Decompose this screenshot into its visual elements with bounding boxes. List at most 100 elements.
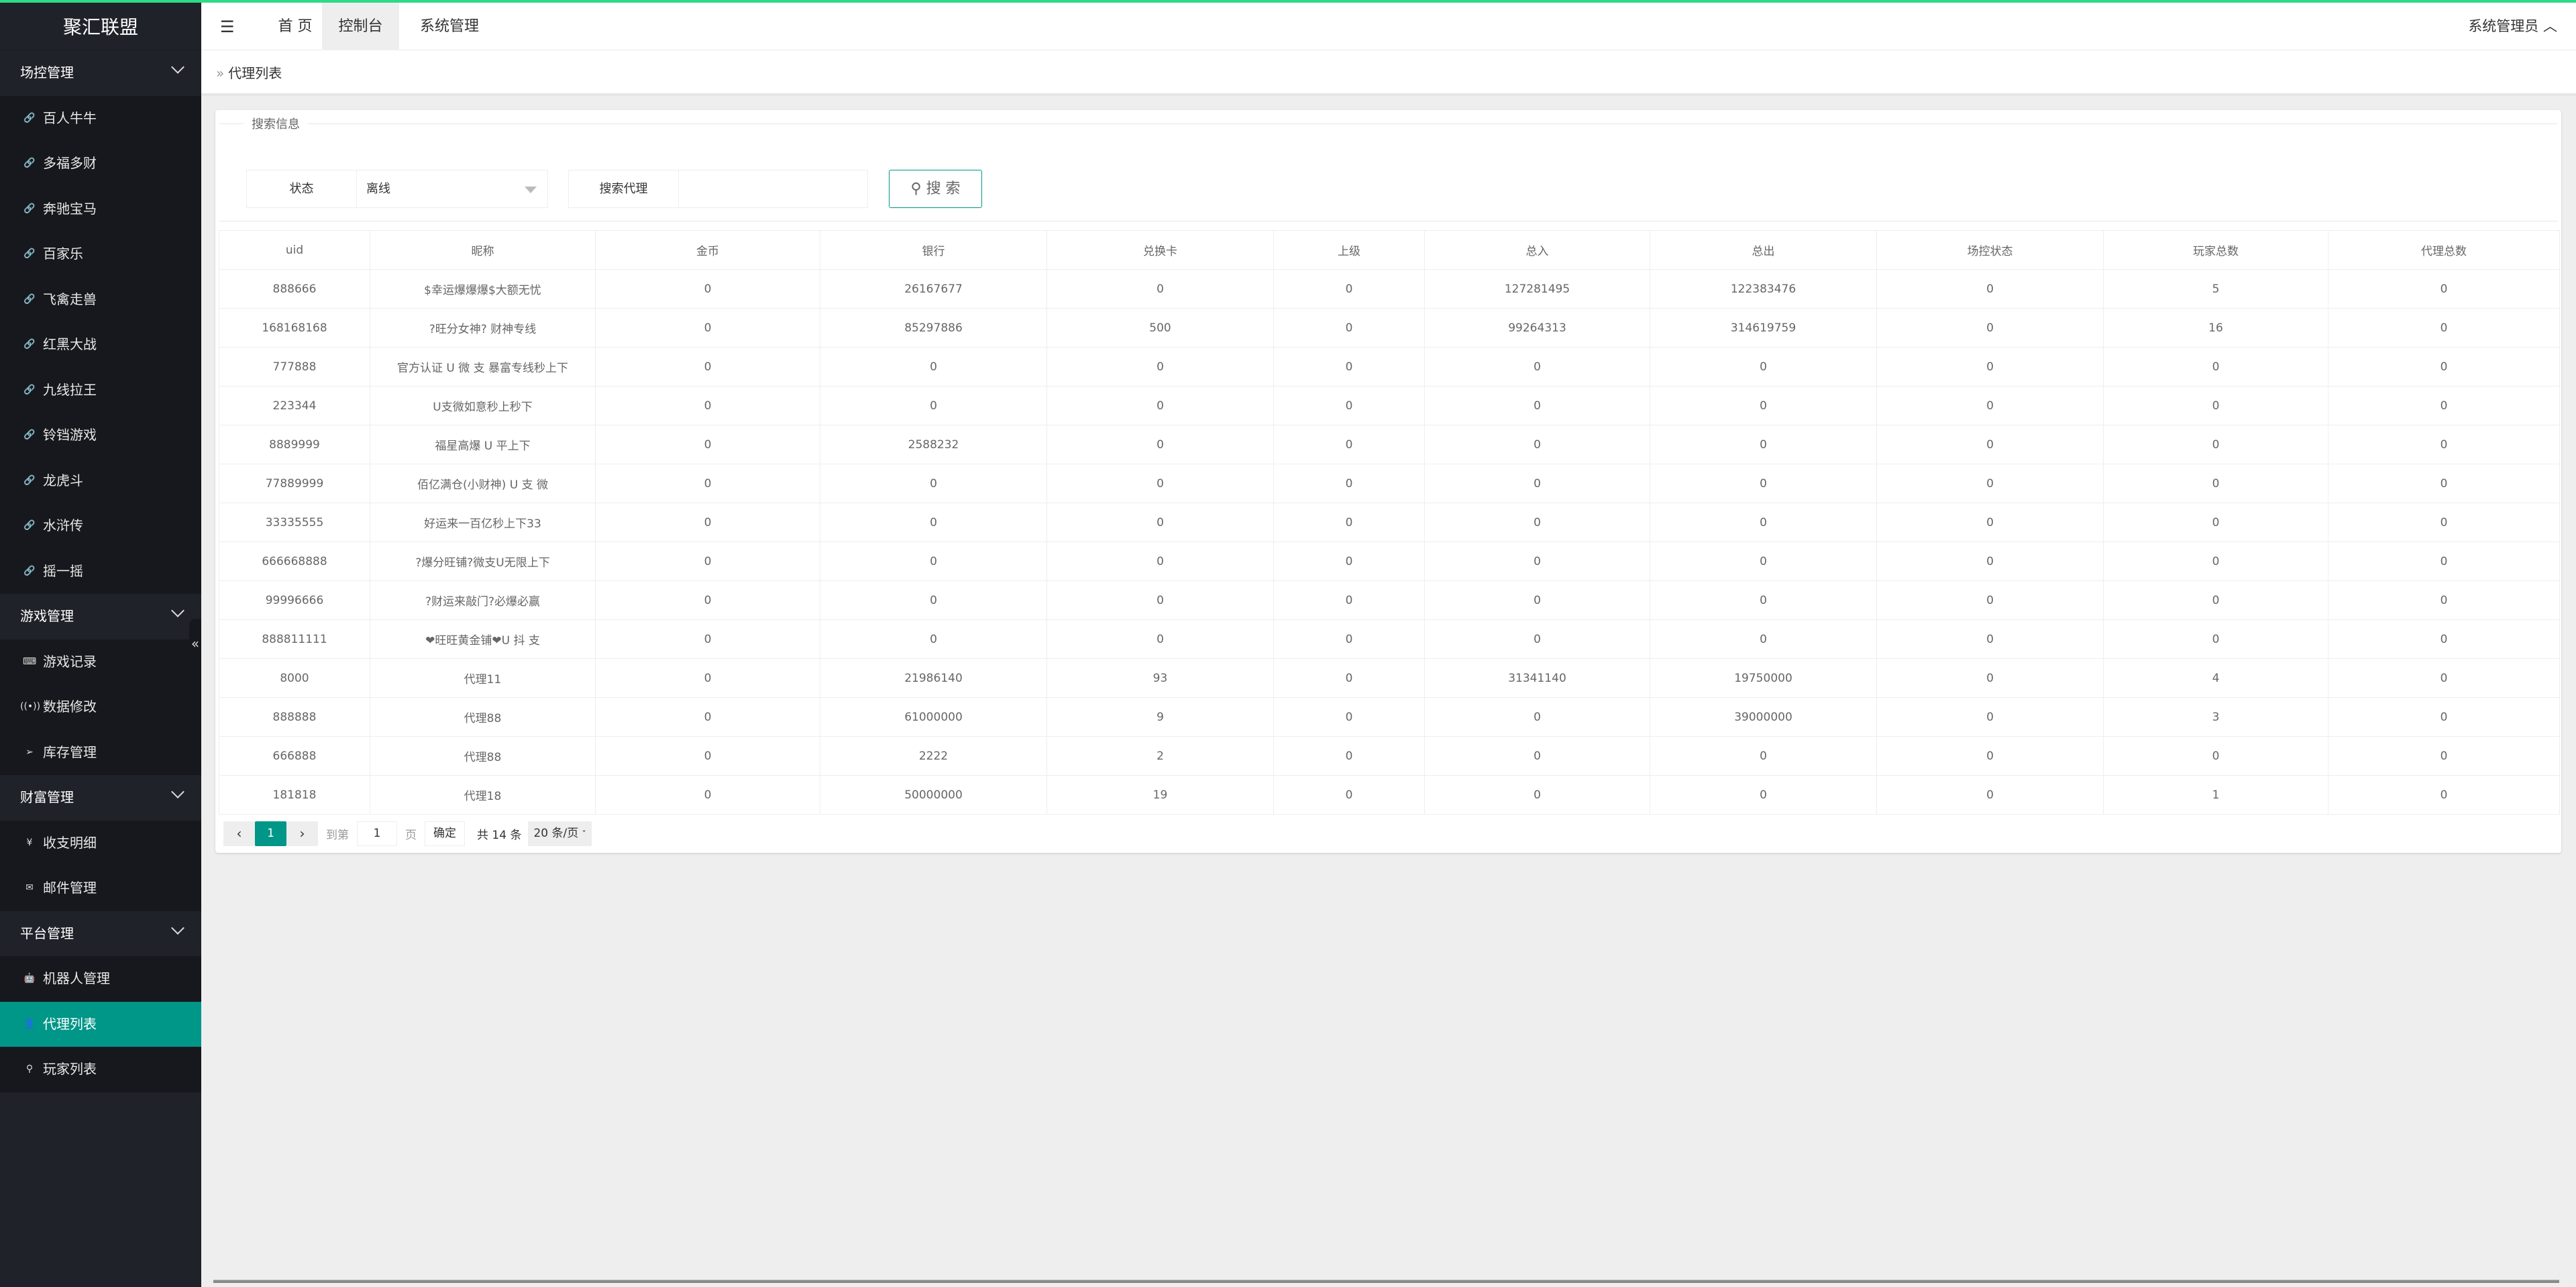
table-cell: 0 — [1876, 775, 2104, 815]
table-cell: 0 — [1650, 503, 1877, 542]
sidebar-item[interactable]: ⚲ 玩家列表 — [0, 1047, 201, 1092]
table-cell: 0 — [1046, 580, 1274, 620]
table-body: 888666 $幸运爆爆爆$大额无忧 0 26167677 0 0 127281495 122… — [219, 269, 2560, 815]
column-header: 总出 — [1650, 230, 1877, 270]
table-cell: 0 — [595, 269, 820, 309]
table-cell: 777888 — [219, 347, 370, 387]
table-cell: 33335555 — [219, 503, 370, 542]
sidebar-item[interactable]: ⌨ 游戏记录 — [0, 639, 201, 685]
table-cell: 8889999 — [219, 425, 370, 464]
search-icon: ⚲ — [910, 181, 922, 197]
sidebar-item[interactable]: ((•)) 数据修改 — [0, 684, 201, 730]
table-cell: 0 — [820, 542, 1047, 581]
search-button[interactable]: ⚲ 搜 索 — [889, 170, 982, 208]
chevron-up-icon: ︿ — [2543, 18, 2557, 34]
sidebar-section-header[interactable]: 游戏管理 — [0, 594, 201, 639]
table-cell: 0 — [1273, 580, 1425, 620]
wallet-icon: ¥ — [26, 837, 33, 848]
prev-page-button[interactable]: ‹ — [223, 821, 255, 846]
page-1-button[interactable]: 1 — [255, 821, 286, 846]
sidebar-section-header[interactable]: 场控管理 — [0, 50, 201, 96]
table-cell: 代理18 — [370, 775, 596, 815]
sidebar-item[interactable]: 👤 代理列表 — [0, 1001, 201, 1047]
sidebar-item-label: 九线拉王 — [43, 381, 97, 398]
goto-page-input[interactable]: 1 — [357, 821, 397, 846]
sidebar-item[interactable]: ➢ 库存管理 — [0, 730, 201, 776]
link-icon: 🔗 — [23, 158, 36, 168]
table-cell: 0 — [1273, 736, 1425, 776]
table-cell: 0 — [2328, 775, 2560, 815]
table-cell: 0 — [1424, 503, 1650, 542]
sidebar-group: ¥ 收支明细 ✉ 邮件管理 — [0, 820, 201, 911]
menu-toggle-icon[interactable]: ☰ — [220, 17, 235, 36]
status-label: 状态 — [247, 170, 357, 207]
tab-console[interactable]: 控制台 — [322, 3, 399, 50]
user-icon: 👤 — [23, 1018, 36, 1029]
table-cell: 0 — [1876, 308, 2104, 348]
sidebar-section-header[interactable]: 财富管理 — [0, 775, 201, 821]
tab-system[interactable]: 系统管理 — [419, 18, 479, 35]
status-select[interactable]: 离线 — [357, 170, 547, 207]
user-menu[interactable]: 系统管理员 ︿ — [2468, 3, 2557, 50]
table-cell: 0 — [1424, 347, 1650, 387]
sidebar-item[interactable]: 🔗 百人牛牛 — [0, 96, 201, 142]
table-cell: 0 — [2328, 425, 2560, 464]
sidebar-item[interactable]: 🔗 龙虎斗 — [0, 458, 201, 504]
top-bar: ☰ 首 页 控制台 系统管理 系统管理员 ︿ — [201, 3, 2576, 50]
collapse-sidebar-icon[interactable]: « — [189, 619, 201, 668]
table-cell: 0 — [1876, 464, 2104, 503]
agent-table: uid 昵称 金币 银行 兑换卡 上级 总入 总出 场控状态 玩家总数 代理总数 888666 $幸运… — [219, 230, 2560, 815]
sidebar-item[interactable]: 🔗 飞禽走兽 — [0, 277, 201, 323]
sidebar-item[interactable]: 🔗 红黑大战 — [0, 322, 201, 368]
sidebar-item[interactable]: 🔗 奔驰宝马 — [0, 187, 201, 232]
table-cell: 0 — [1424, 580, 1650, 620]
sidebar-item[interactable]: 🔗 铃铛游戏 — [0, 413, 201, 458]
sidebar-item-label: 机器人管理 — [43, 970, 110, 986]
agent-search-input[interactable] — [679, 170, 867, 207]
table-row: 666668888 ?爆分旺铺?微支U无限上下 0 0 0 0 0 0 0 0 0 — [219, 542, 2560, 581]
table-cell: 0 — [2103, 542, 2328, 581]
sidebar-item[interactable]: 🔗 水浒传 — [0, 503, 201, 549]
content-card: 搜索信息 状态 离线 搜索代理 ⚲ 搜 索 uid 昵称 金币 银行 兑换卡 上级 总入 总出… — [215, 110, 2561, 853]
table-cell: 0 — [1273, 269, 1425, 309]
breadcrumb: » 代理列表 — [201, 50, 2576, 96]
sidebar-item[interactable]: ¥ 收支明细 — [0, 821, 201, 866]
page-size-select[interactable]: 20 条/页 ˅ — [528, 821, 592, 846]
table-cell: 0 — [595, 464, 820, 503]
table-cell: 0 — [1273, 503, 1425, 542]
sidebar-item-label: 龙虎斗 — [43, 472, 83, 488]
table-cell: 0 — [2328, 697, 2560, 737]
table-cell: 0 — [2328, 269, 2560, 309]
sidebar-item-label: 玩家列表 — [43, 1061, 97, 1077]
sidebar-item[interactable]: 🔗 九线拉王 — [0, 368, 201, 413]
sidebar-item-label: 库存管理 — [43, 743, 97, 760]
sidebar-section-header[interactable]: 平台管理 — [0, 911, 201, 956]
sidebar-item-label: 奔驰宝马 — [43, 200, 97, 217]
table-cell: 0 — [1650, 425, 1877, 464]
tab-home[interactable]: 首 页 — [278, 18, 313, 35]
table-cell: 0 — [1876, 580, 2104, 620]
table-cell: 21986140 — [820, 658, 1047, 698]
link-icon: 🔗 — [23, 248, 36, 259]
sidebar-item-label: 水浒传 — [43, 517, 83, 533]
section-label: 游戏管理 — [20, 608, 74, 624]
next-page-button[interactable]: › — [286, 821, 318, 846]
sidebar-item[interactable]: 🔗 摇一摇 — [0, 549, 201, 595]
sidebar-item-label: 百家乐 — [43, 246, 83, 262]
total-count: 共 14 条 — [477, 829, 522, 842]
sidebar-item[interactable]: ✉ 邮件管理 — [0, 866, 201, 911]
table-cell: 99996666 — [219, 580, 370, 620]
table-row: 777888 官方认证 U 微 支 暴富专线秒上下 0 0 0 0 0 0 0 0 0 — [219, 347, 2560, 387]
horizontal-scrollbar[interactable] — [213, 1280, 2559, 1283]
table-cell: 0 — [1046, 425, 1274, 464]
table-cell: 福星高爆 U 平上下 — [370, 425, 596, 464]
sidebar-item[interactable]: 🤖 机器人管理 — [0, 956, 201, 1002]
goto-confirm-button[interactable]: 确定 — [425, 821, 465, 846]
table-cell: 0 — [1876, 658, 2104, 698]
sidebar-item[interactable]: 🔗 多福多财 — [0, 141, 201, 187]
sidebar-item[interactable]: 🔗 百家乐 — [0, 231, 201, 277]
table-cell: 0 — [1876, 269, 2104, 309]
broadcast-icon: ((•)) — [20, 701, 41, 712]
link-icon: 🔗 — [23, 429, 36, 440]
table-cell: 0 — [2328, 619, 2560, 659]
